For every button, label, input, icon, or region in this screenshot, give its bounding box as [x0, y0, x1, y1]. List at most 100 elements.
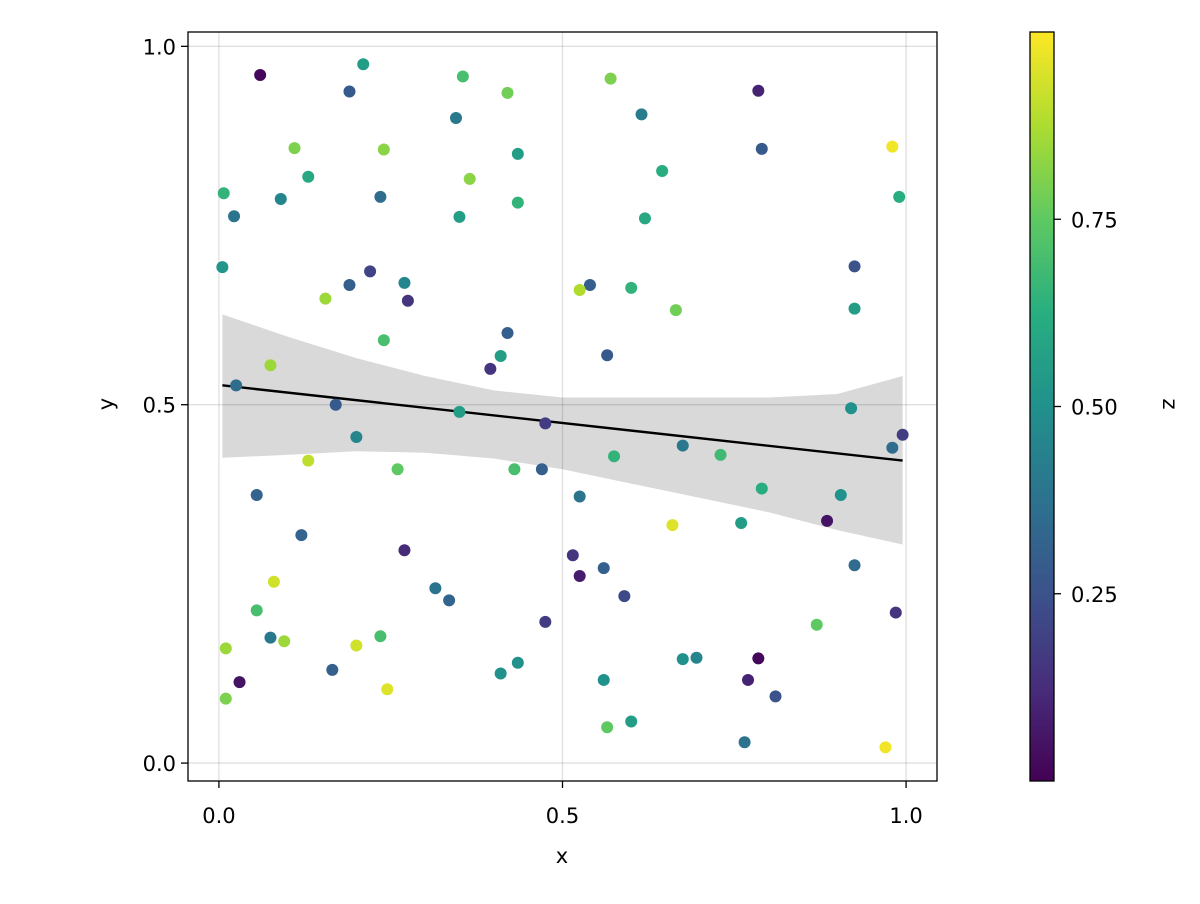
- colorbar-tick-label: 0.25: [1071, 583, 1118, 607]
- data-point: [374, 190, 387, 203]
- data-point: [501, 86, 514, 99]
- data-point: [267, 575, 280, 588]
- data-point: [618, 590, 631, 603]
- colorbar: [1029, 31, 1055, 782]
- data-point: [511, 196, 524, 209]
- data-point: [597, 562, 610, 575]
- data-point: [302, 170, 315, 183]
- data-point: [391, 463, 404, 476]
- data-point: [274, 193, 287, 206]
- axes: 0.0 0.5 1.0 0.0 0.5 1.0: [143, 35, 923, 828]
- data-point: [573, 284, 586, 297]
- data-point: [219, 692, 232, 705]
- data-point: [453, 210, 466, 223]
- data-point: [834, 489, 847, 502]
- data-point: [625, 715, 638, 728]
- data-point: [484, 362, 497, 375]
- data-point: [288, 142, 301, 155]
- data-point: [350, 430, 363, 443]
- colorbar-tick-label: 0.50: [1071, 396, 1118, 420]
- data-point: [755, 482, 768, 495]
- fit-line-group: [222, 384, 903, 462]
- data-point: [377, 334, 390, 347]
- data-point: [810, 618, 823, 631]
- data-point: [638, 212, 651, 225]
- data-point: [676, 439, 689, 452]
- data-point: [735, 516, 748, 529]
- data-point: [377, 143, 390, 156]
- x-tick-label: 1.0: [889, 804, 922, 828]
- data-point: [625, 281, 638, 294]
- data-point: [742, 673, 755, 686]
- data-point: [456, 70, 469, 83]
- data-point: [250, 489, 263, 502]
- data-point: [886, 441, 899, 454]
- data-point: [889, 606, 902, 619]
- data-point: [896, 428, 909, 441]
- data-point: [494, 349, 507, 362]
- data-point: [381, 683, 394, 696]
- data-point: [219, 642, 232, 655]
- data-point: [463, 172, 476, 185]
- data-point: [669, 304, 682, 317]
- data-point: [501, 327, 514, 340]
- data-point: [374, 630, 387, 643]
- data-point: [893, 190, 906, 203]
- confidence-band-group: [222, 314, 903, 545]
- data-point: [601, 349, 614, 362]
- data-point: [233, 676, 246, 689]
- data-point: [656, 165, 669, 178]
- data-point: [845, 402, 858, 415]
- data-point: [364, 265, 377, 278]
- data-point: [535, 463, 548, 476]
- data-point: [676, 653, 689, 666]
- data-point: [216, 261, 229, 274]
- y-tick-label: 0.5: [143, 394, 176, 418]
- data-point: [264, 631, 277, 644]
- data-point: [608, 450, 621, 463]
- data-point: [821, 514, 834, 527]
- data-point: [769, 690, 782, 703]
- x-tick-label: 0.5: [546, 804, 579, 828]
- data-point: [539, 615, 552, 628]
- data-point: [228, 210, 241, 223]
- data-point: [343, 85, 356, 98]
- confidence-band: [222, 314, 903, 545]
- x-tick-label: 0.0: [202, 804, 235, 828]
- data-point: [738, 736, 751, 749]
- y-axis-label: y: [94, 398, 118, 410]
- colorbar-axis: 0.25 0.50 0.75: [1054, 208, 1118, 607]
- grid-lines: [188, 32, 937, 781]
- data-point: [583, 279, 596, 292]
- data-point: [453, 405, 466, 418]
- data-point: [539, 417, 552, 430]
- data-point: [714, 448, 727, 461]
- data-point: [848, 302, 861, 315]
- data-point: [573, 490, 586, 503]
- colorbar-label: z: [1158, 398, 1182, 409]
- data-point: [511, 656, 524, 669]
- data-point: [217, 187, 230, 200]
- data-point: [398, 544, 411, 557]
- y-tick-label: 1.0: [143, 35, 176, 59]
- data-point: [752, 652, 765, 665]
- data-point: [635, 108, 648, 121]
- x-axis-label: x: [556, 844, 568, 868]
- data-point: [879, 741, 892, 754]
- data-point: [690, 651, 703, 664]
- data-point: [278, 635, 291, 648]
- data-point: [752, 84, 765, 97]
- data-point: [264, 359, 277, 372]
- data-point: [443, 594, 456, 607]
- data-point: [250, 604, 263, 617]
- data-point: [511, 147, 524, 160]
- data-point: [295, 529, 308, 542]
- colorbar-tick-label: 0.75: [1071, 208, 1118, 232]
- data-point: [401, 294, 414, 307]
- data-point: [848, 260, 861, 273]
- data-point: [326, 663, 339, 676]
- scatter-points: [216, 58, 909, 754]
- data-point: [329, 398, 342, 411]
- data-point: [597, 673, 610, 686]
- data-point: [848, 559, 861, 572]
